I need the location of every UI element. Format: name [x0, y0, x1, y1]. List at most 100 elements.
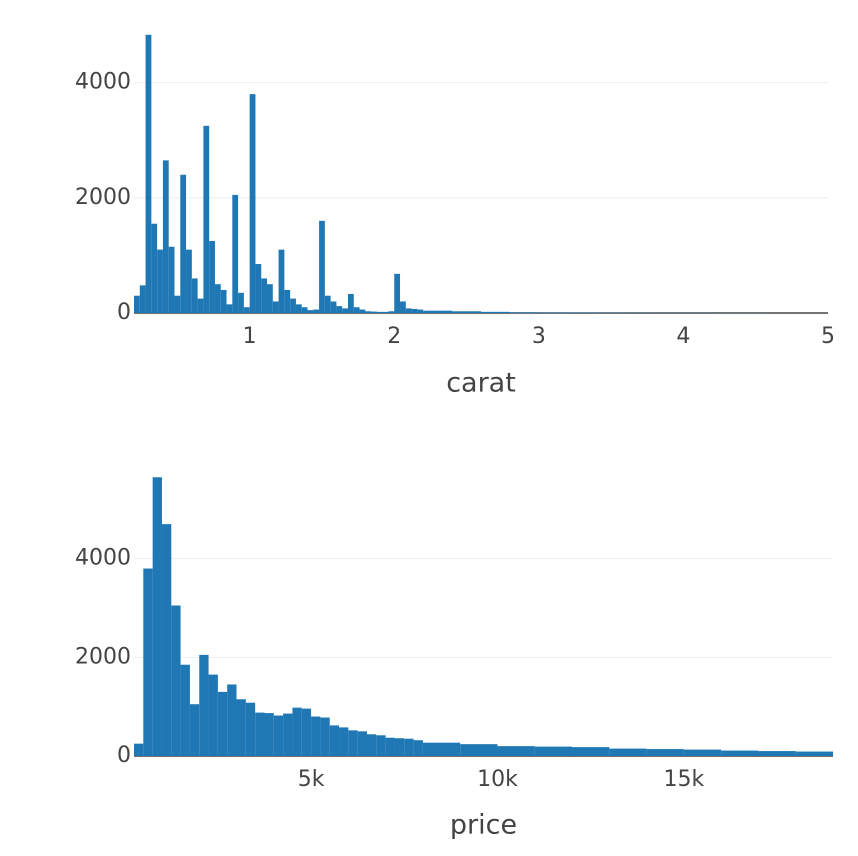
bar	[452, 311, 481, 313]
bar	[174, 296, 180, 313]
bar	[331, 301, 337, 313]
bar	[609, 749, 646, 756]
x-tick-label: 15k	[664, 767, 705, 792]
bar	[412, 309, 418, 313]
bar	[296, 304, 302, 313]
bar	[162, 524, 171, 756]
bar	[302, 709, 311, 756]
bar	[510, 312, 539, 313]
bar	[203, 126, 209, 313]
bar	[348, 294, 354, 313]
bar	[283, 714, 292, 756]
bar	[157, 250, 163, 313]
bar	[134, 744, 143, 756]
bar	[186, 250, 192, 313]
bar	[284, 290, 290, 313]
bar	[267, 284, 273, 313]
bar	[360, 310, 366, 313]
bar	[423, 743, 460, 756]
bar	[143, 569, 152, 756]
bar	[198, 299, 204, 313]
bar	[274, 716, 283, 756]
bar	[250, 94, 256, 313]
bar	[325, 296, 331, 313]
bar	[758, 751, 795, 756]
bar	[279, 250, 285, 313]
x-tick-label: 3	[532, 324, 546, 349]
bar	[290, 299, 296, 313]
bar	[146, 35, 152, 313]
bar	[311, 717, 320, 756]
bar	[261, 278, 267, 313]
y-tick-label: 2000	[75, 185, 131, 210]
bar	[227, 304, 233, 313]
bar	[572, 747, 609, 756]
bar	[255, 264, 261, 313]
x-axis-label: carat	[446, 368, 516, 399]
bar	[394, 274, 400, 313]
bar	[313, 310, 319, 313]
bar	[264, 713, 273, 756]
bar	[215, 284, 221, 313]
x-tick-label: 1	[243, 324, 257, 349]
bar	[348, 730, 357, 756]
bar	[417, 310, 423, 313]
bar	[330, 725, 339, 756]
bar	[180, 175, 186, 313]
bar	[244, 307, 250, 313]
bar	[371, 312, 377, 313]
bar	[232, 195, 238, 313]
bar	[796, 752, 833, 756]
bar	[221, 290, 227, 313]
bar	[163, 160, 169, 313]
bar	[199, 655, 208, 756]
bar	[339, 727, 348, 756]
bar	[481, 312, 510, 313]
y-tick-label: 4000	[75, 70, 131, 95]
y-tick-label: 2000	[75, 644, 131, 669]
bar	[238, 293, 244, 313]
bar	[246, 703, 255, 756]
bar	[376, 735, 385, 756]
x-tick-label: 4	[676, 324, 690, 349]
bar	[460, 744, 497, 756]
bar	[406, 308, 412, 313]
y-tick-label: 0	[117, 743, 131, 768]
bar	[237, 699, 246, 756]
x-axis-label: price	[450, 810, 517, 841]
bar	[342, 308, 348, 313]
bar	[255, 713, 264, 756]
bar	[386, 738, 395, 756]
bar	[388, 311, 394, 313]
bar	[273, 301, 279, 313]
bar	[153, 477, 162, 756]
bar	[400, 301, 406, 313]
bar	[395, 738, 404, 756]
bar	[383, 312, 389, 313]
x-tick-label: 10k	[477, 767, 518, 792]
x-tick-label: 2	[387, 324, 401, 349]
bar	[190, 704, 199, 756]
bar	[302, 307, 308, 313]
bar	[169, 247, 175, 313]
bar	[539, 312, 568, 313]
bar	[140, 285, 146, 313]
y-tick-label: 4000	[75, 546, 131, 571]
bar	[134, 296, 140, 313]
bar	[404, 739, 413, 756]
bar	[227, 684, 236, 756]
bar	[535, 747, 572, 756]
x-tick-label: 5k	[298, 767, 325, 792]
bar	[684, 750, 721, 756]
bar	[358, 731, 367, 756]
bar	[292, 708, 301, 756]
bar	[377, 312, 383, 313]
bar	[423, 311, 452, 313]
bar	[336, 306, 342, 313]
bar	[497, 746, 534, 756]
bar	[171, 606, 180, 756]
bar	[414, 740, 423, 756]
bar	[209, 675, 218, 756]
bar	[308, 310, 314, 313]
